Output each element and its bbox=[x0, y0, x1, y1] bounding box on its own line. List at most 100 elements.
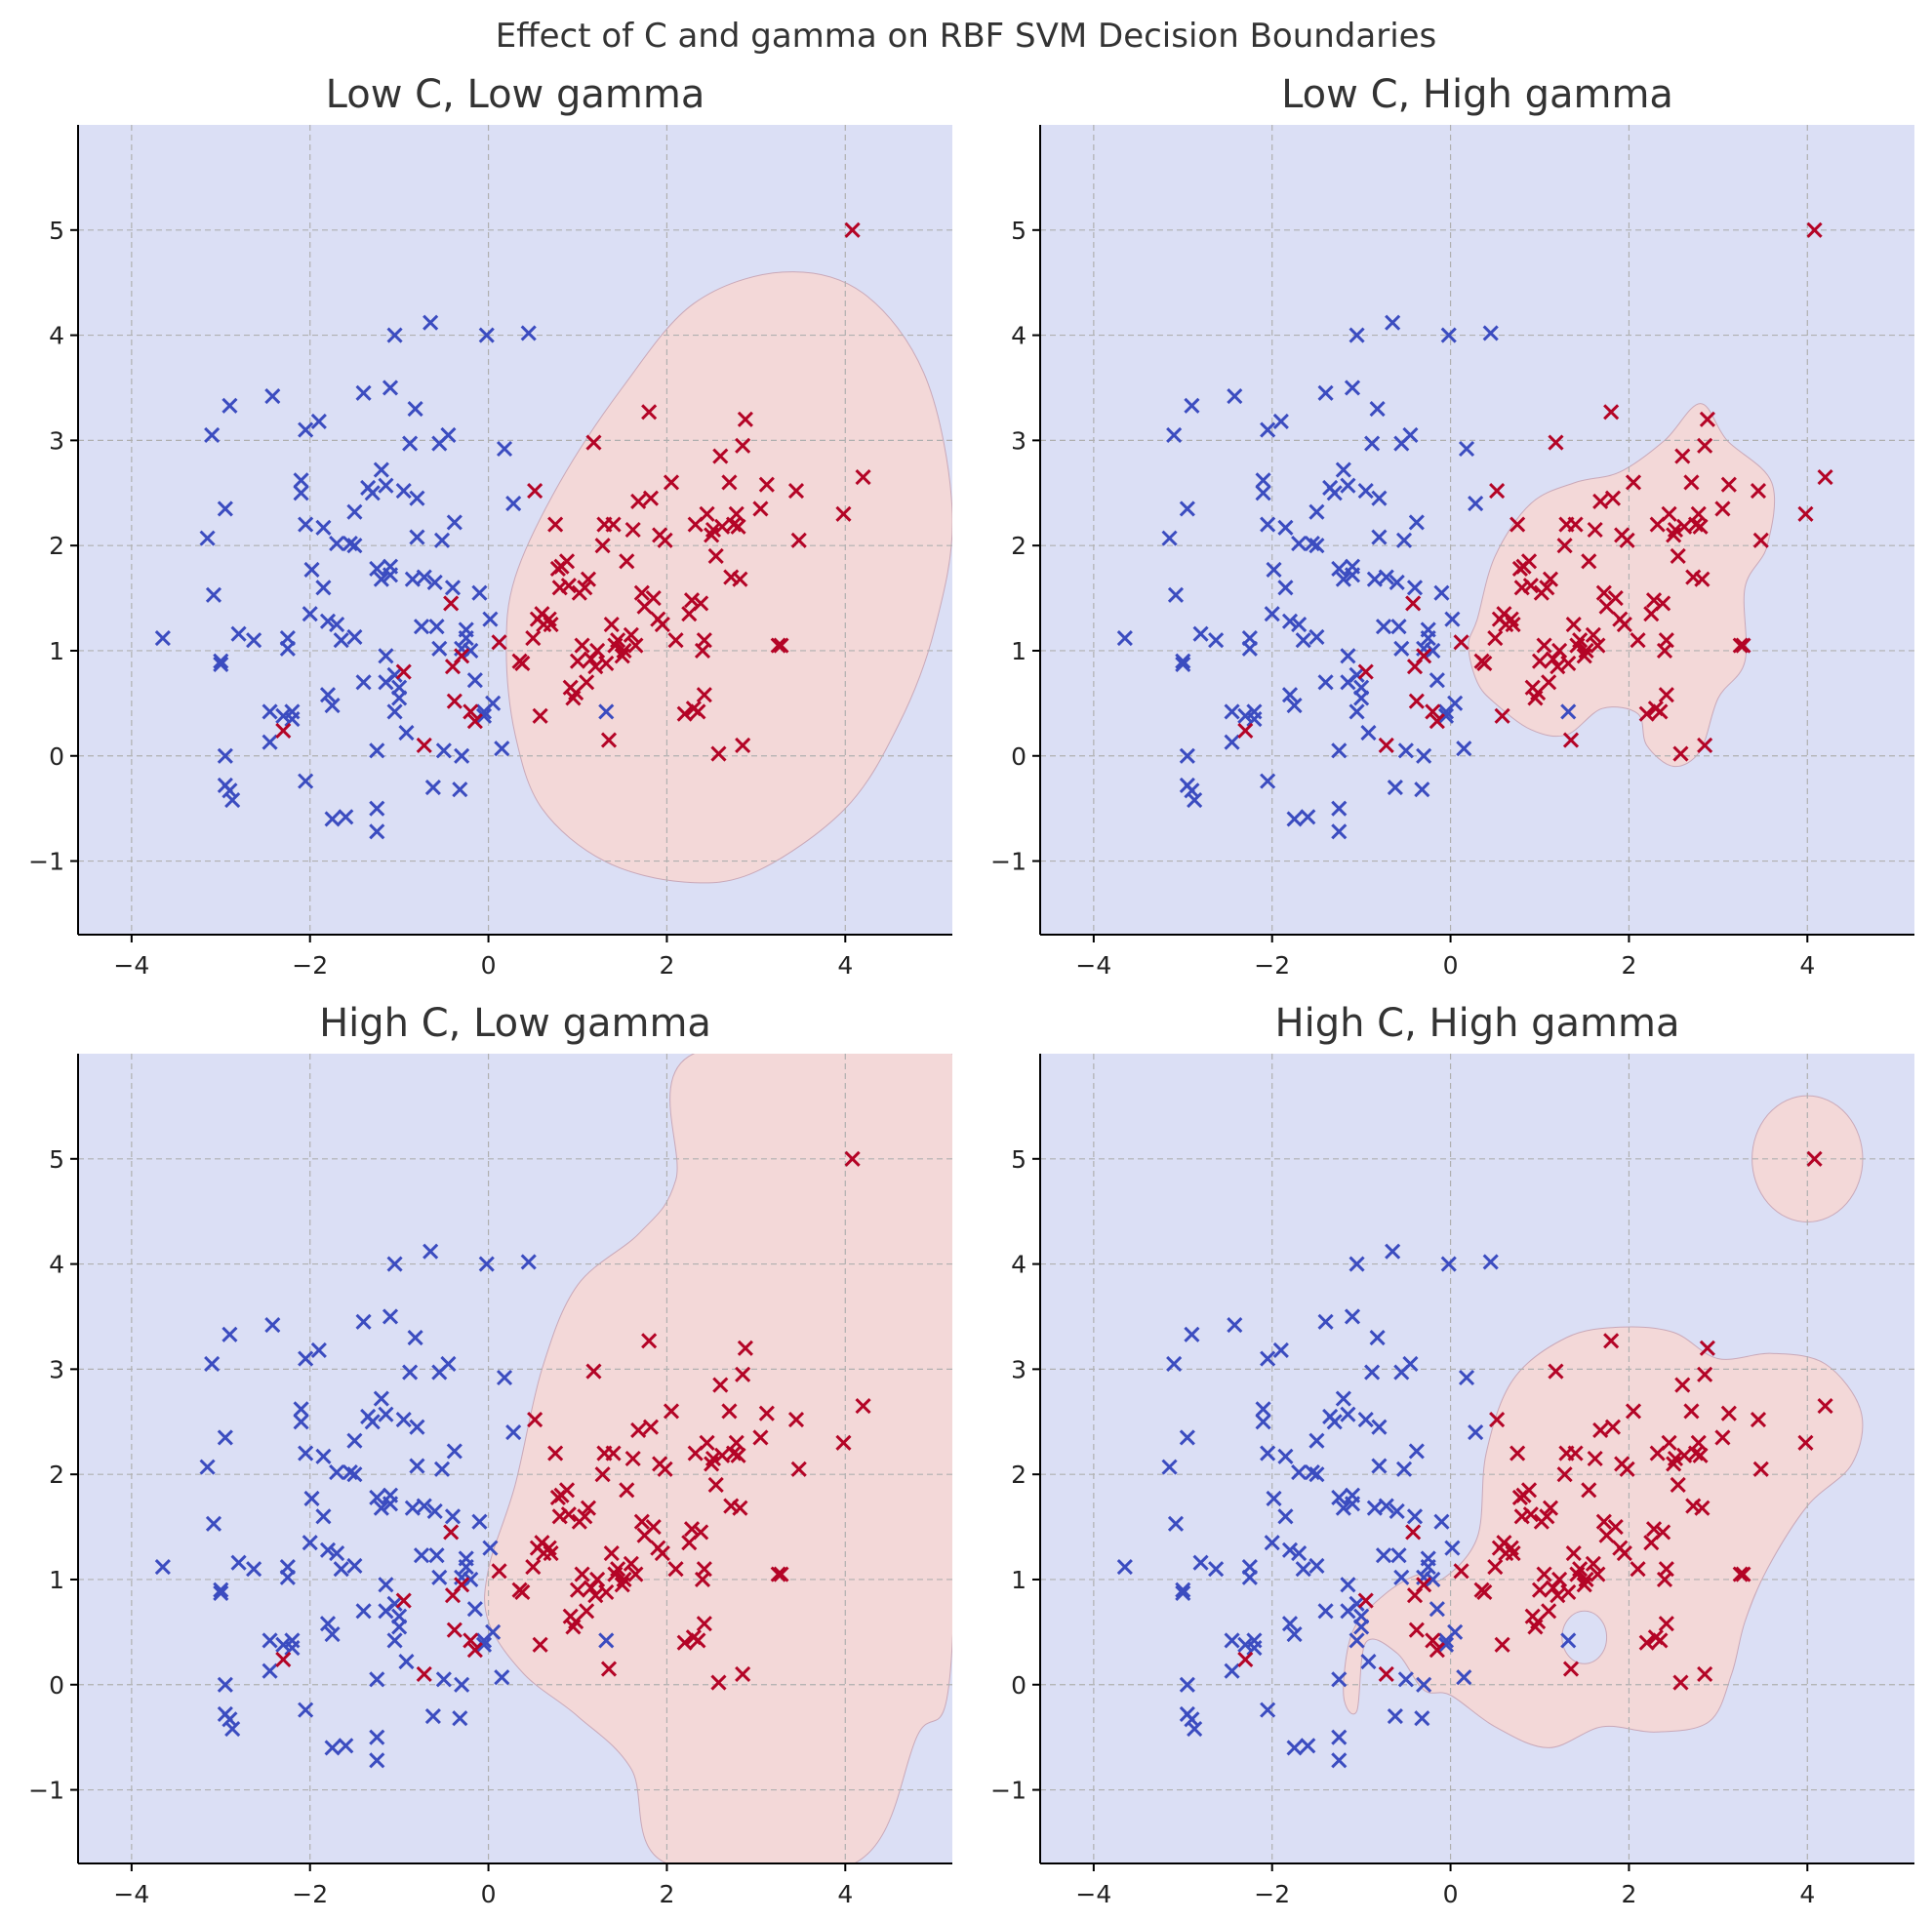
point-class0 bbox=[1458, 440, 1475, 458]
point-class0 bbox=[1331, 1729, 1348, 1745]
point-class1 bbox=[1732, 1566, 1749, 1582]
point-class0 bbox=[303, 561, 320, 579]
x-tick-label: 4 bbox=[837, 1880, 853, 1908]
point-class1 bbox=[1425, 703, 1441, 720]
point-class1 bbox=[730, 1447, 746, 1463]
point-class0 bbox=[416, 1498, 432, 1514]
point-class1 bbox=[589, 1571, 606, 1588]
point-class1 bbox=[491, 1563, 507, 1580]
point-class0 bbox=[431, 1569, 448, 1585]
point-class0 bbox=[262, 1632, 278, 1649]
point-class0 bbox=[1166, 1355, 1183, 1373]
point-class1 bbox=[1585, 1555, 1601, 1572]
point-class1 bbox=[1750, 483, 1767, 500]
point-class1 bbox=[1556, 1466, 1573, 1483]
point-class1 bbox=[275, 722, 292, 739]
y-tick-label: 0 bbox=[1011, 742, 1026, 771]
point-class0 bbox=[1317, 384, 1334, 401]
point-class1 bbox=[1625, 1403, 1642, 1420]
point-class1 bbox=[1542, 571, 1559, 587]
point-class0 bbox=[382, 380, 399, 396]
point-class1 bbox=[710, 745, 727, 762]
point-class1 bbox=[1619, 532, 1635, 548]
subplot-title: Low C, Low gamma bbox=[326, 72, 705, 117]
point-class0 bbox=[293, 472, 309, 489]
point-class0 bbox=[391, 1608, 408, 1624]
point-class0 bbox=[426, 1502, 443, 1519]
point-class1 bbox=[463, 703, 479, 720]
point-class0 bbox=[329, 616, 345, 633]
point-class1 bbox=[1560, 1583, 1577, 1600]
point-class1 bbox=[558, 1482, 576, 1499]
point-class0 bbox=[154, 629, 171, 647]
point-class1 bbox=[1694, 1500, 1711, 1516]
point-class1 bbox=[1683, 474, 1700, 491]
point-class0 bbox=[246, 632, 262, 649]
point-class1 bbox=[1550, 1587, 1566, 1604]
subplot-1: −4 −2 0 2 4 −1 0 1 2 3 4 5 Low C, Low gamma bbox=[28, 72, 952, 980]
point-class1 bbox=[1592, 493, 1609, 509]
point-class1 bbox=[1658, 1561, 1674, 1578]
point-class1 bbox=[1539, 580, 1555, 596]
point-class0 bbox=[224, 791, 241, 809]
point-class1 bbox=[624, 521, 641, 539]
point-class1 bbox=[721, 1403, 738, 1420]
point-class0 bbox=[1440, 327, 1457, 343]
point-class0 bbox=[1335, 571, 1351, 587]
point-class0 bbox=[598, 1632, 615, 1649]
y-tick-label: 3 bbox=[49, 1355, 64, 1383]
point-class1 bbox=[1476, 655, 1493, 671]
point-class0 bbox=[444, 580, 462, 596]
point-class1 bbox=[1489, 1412, 1506, 1428]
point-class0 bbox=[346, 628, 363, 646]
point-class0 bbox=[355, 674, 372, 691]
point-class0 bbox=[404, 571, 421, 587]
point-class1 bbox=[676, 1634, 693, 1651]
point-class0 bbox=[1277, 1508, 1294, 1525]
point-class1 bbox=[466, 1642, 483, 1659]
y-tick-label: 0 bbox=[1011, 1671, 1026, 1700]
point-class0 bbox=[452, 781, 468, 798]
point-class0 bbox=[382, 1496, 399, 1512]
point-class0 bbox=[1260, 1702, 1276, 1718]
point-class0 bbox=[1385, 1243, 1401, 1260]
point-class0 bbox=[1385, 314, 1401, 331]
point-class1 bbox=[714, 1447, 731, 1463]
point-class1 bbox=[560, 578, 577, 594]
point-class1 bbox=[454, 648, 470, 664]
point-class1 bbox=[616, 642, 632, 660]
point-class1 bbox=[696, 1616, 712, 1632]
y-tick-label: 5 bbox=[1011, 217, 1026, 245]
point-class1 bbox=[735, 437, 751, 454]
point-class1 bbox=[654, 1544, 670, 1562]
point-class0 bbox=[435, 742, 452, 759]
point-class0 bbox=[293, 1414, 309, 1430]
point-class0 bbox=[1224, 703, 1240, 720]
point-class1 bbox=[1797, 1434, 1814, 1451]
point-class0 bbox=[386, 1256, 403, 1272]
point-class0 bbox=[1331, 1752, 1348, 1769]
y-tick-label: −1 bbox=[28, 1777, 64, 1805]
point-class1 bbox=[690, 1632, 706, 1649]
point-class0 bbox=[1429, 1601, 1445, 1618]
point-class1 bbox=[416, 1665, 432, 1683]
point-class0 bbox=[1237, 1636, 1254, 1653]
point-class0 bbox=[329, 535, 345, 552]
point-class1 bbox=[844, 221, 861, 238]
point-class0 bbox=[1482, 325, 1499, 341]
point-class1 bbox=[1590, 1566, 1606, 1582]
point-class0 bbox=[1340, 477, 1356, 494]
point-class0 bbox=[315, 580, 332, 596]
point-class0 bbox=[1277, 1448, 1294, 1464]
point-class0 bbox=[230, 1554, 247, 1571]
point-class0 bbox=[1116, 1558, 1133, 1576]
point-class0 bbox=[1416, 1676, 1432, 1693]
point-class1 bbox=[610, 632, 626, 649]
point-class1 bbox=[1357, 663, 1374, 680]
point-class0 bbox=[355, 1313, 372, 1330]
point-class0 bbox=[293, 485, 309, 501]
point-class0 bbox=[428, 1547, 445, 1564]
point-class1 bbox=[1585, 626, 1601, 643]
point-class1 bbox=[603, 1544, 620, 1562]
point-class0 bbox=[1116, 629, 1133, 647]
